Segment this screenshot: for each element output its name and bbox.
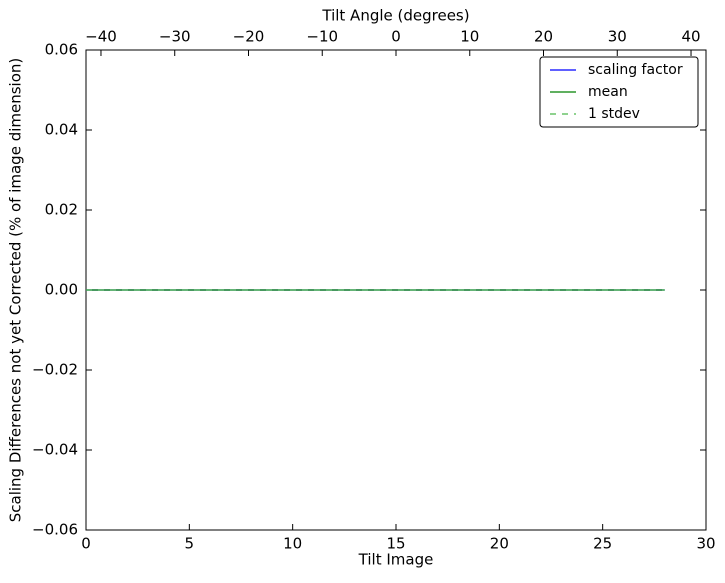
y-tick-label: 0.00 bbox=[45, 281, 78, 299]
x2-tick-label: 30 bbox=[608, 28, 627, 46]
x2-tick-label: −10 bbox=[306, 28, 338, 46]
x-tick-label: 20 bbox=[490, 535, 509, 553]
x-tick-label: 25 bbox=[593, 535, 612, 553]
legend-label: mean bbox=[588, 84, 628, 100]
x-tick-label: 5 bbox=[185, 535, 195, 553]
x2-axis-label: Tilt Angle (degrees) bbox=[321, 7, 469, 25]
y-tick-label: −0.02 bbox=[32, 361, 78, 379]
x2-tick-label: −20 bbox=[233, 28, 265, 46]
legend-label: scaling factor bbox=[588, 62, 683, 78]
y-tick-label: 0.06 bbox=[45, 41, 78, 59]
x-tick-label: 30 bbox=[696, 535, 715, 553]
x2-tick-label: 10 bbox=[460, 28, 479, 46]
y-tick-label: −0.06 bbox=[32, 521, 78, 539]
x-tick-label: 0 bbox=[81, 535, 91, 553]
y-tick-label: 0.04 bbox=[45, 121, 78, 139]
y-axis-label: Scaling Differences not yet Corrected (%… bbox=[7, 58, 25, 523]
x2-tick-label: −40 bbox=[85, 28, 117, 46]
x-axis-label: Tilt Image bbox=[358, 551, 434, 569]
legend-box bbox=[539, 56, 699, 128]
x2-tick-label: −30 bbox=[159, 28, 191, 46]
x-tick-label: 15 bbox=[386, 535, 405, 553]
x-tick-label: 10 bbox=[283, 535, 302, 553]
y-tick-label: −0.04 bbox=[32, 441, 78, 459]
y-tick-label: 0.02 bbox=[45, 201, 78, 219]
x2-tick-label: 40 bbox=[681, 28, 700, 46]
x2-tick-label: 20 bbox=[534, 28, 553, 46]
legend-label: 1 stdev bbox=[588, 106, 640, 122]
x2-tick-label: 0 bbox=[391, 28, 401, 46]
